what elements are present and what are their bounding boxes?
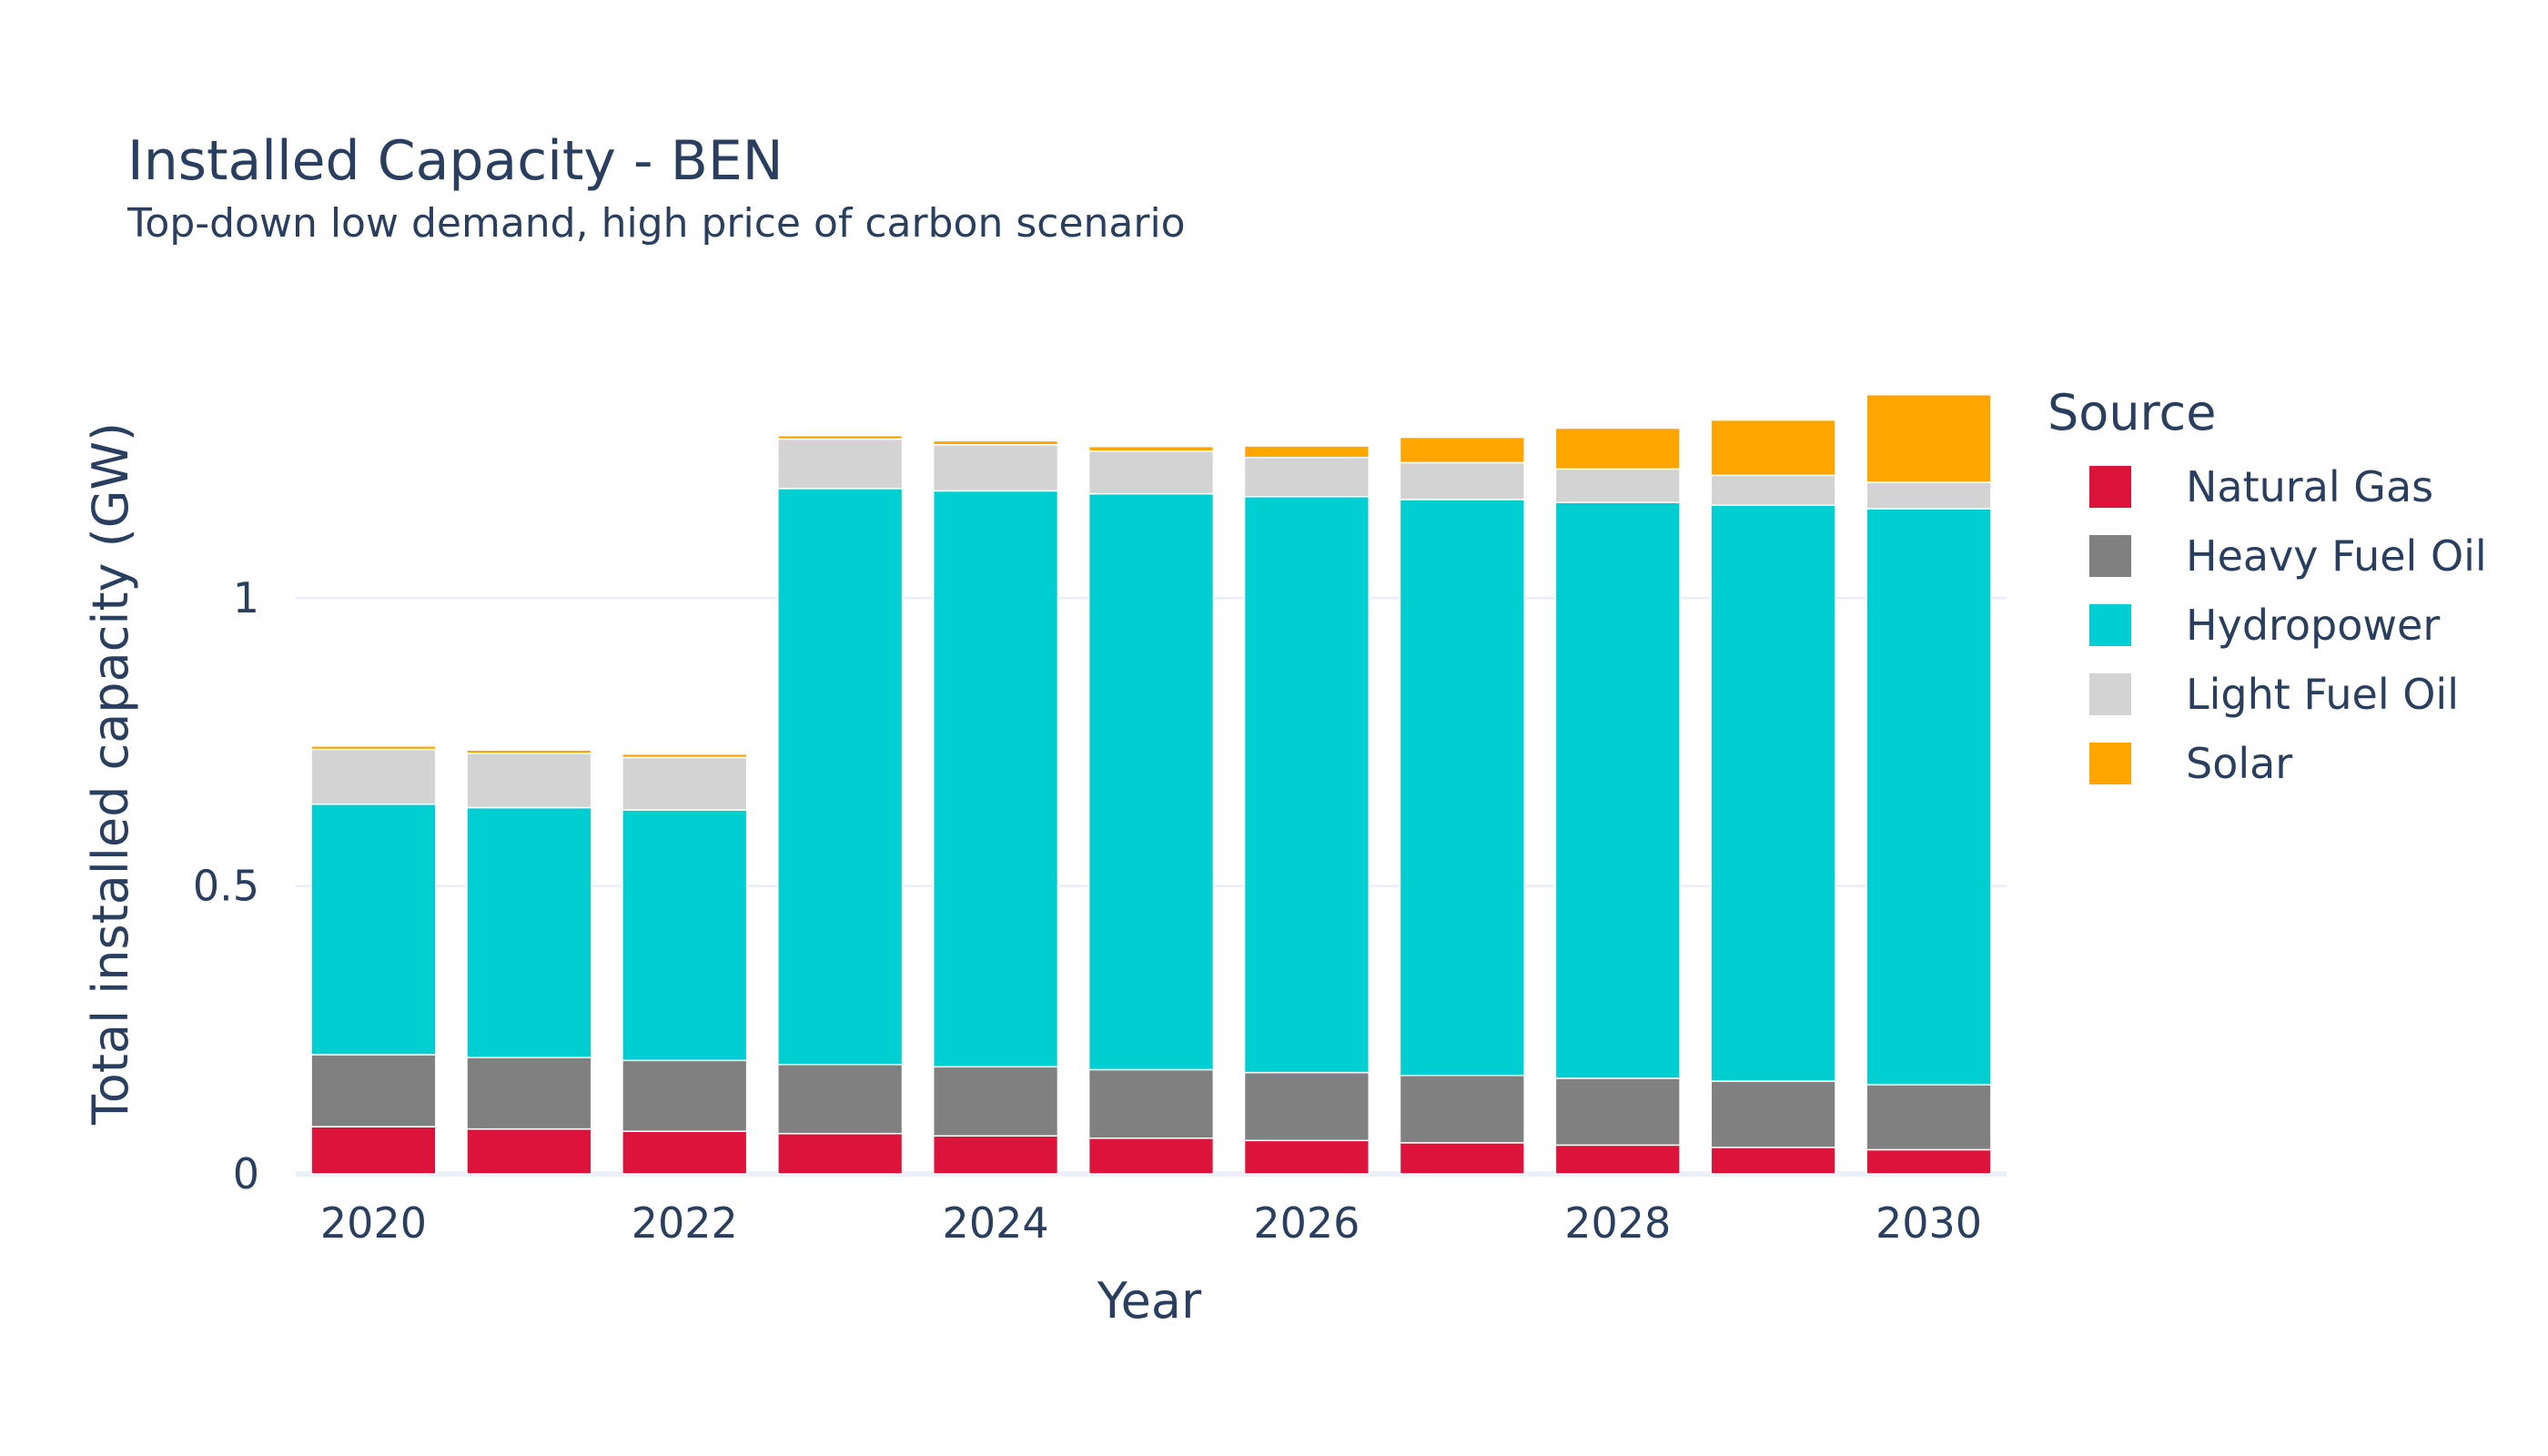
- bar-2021-hydropower[interactable]: [466, 806, 592, 1058]
- bar-2028-light-fuel-oil[interactable]: [1554, 468, 1681, 503]
- legend-swatch-hydropower: [2089, 604, 2131, 646]
- bar-2030-hydropower[interactable]: [1866, 508, 1992, 1086]
- x-axis-ticks: 2020 2022 2024 2026 2028 2030: [320, 1198, 1982, 1248]
- legend-swatch-light-fuel-oil: [2089, 673, 2131, 715]
- x-tick-label-2022: 2022: [632, 1198, 738, 1248]
- bar-2023-hydropower[interactable]: [777, 488, 904, 1066]
- legend-label-heavy-fuel-oil: Heavy Fuel Oil: [2186, 531, 2487, 581]
- bar-2030-natural-gas[interactable]: [1866, 1148, 1992, 1175]
- bar-2024-natural-gas[interactable]: [932, 1135, 1059, 1175]
- legend-swatch-natural-gas: [2089, 466, 2131, 508]
- bar-2020-hydropower[interactable]: [310, 803, 437, 1056]
- legend-label-hydropower: Hydropower: [2186, 601, 2440, 650]
- bar-2022-natural-gas[interactable]: [622, 1130, 748, 1175]
- bar-2024-light-fuel-oil[interactable]: [932, 444, 1059, 492]
- y-axis-title: Total installed capacity (GW): [82, 422, 139, 1126]
- bar-2023-solar[interactable]: [777, 434, 904, 440]
- x-axis-title: Year: [1097, 1272, 1202, 1330]
- bar-2027-light-fuel-oil[interactable]: [1399, 461, 1525, 500]
- bar-2025-solar[interactable]: [1087, 445, 1215, 452]
- chart-subtitle: Top-down low demand, high price of carbo…: [126, 200, 1186, 247]
- bar-2022-solar[interactable]: [622, 753, 748, 759]
- bar-2025-heavy-fuel-oil[interactable]: [1087, 1068, 1215, 1139]
- bar-2030-light-fuel-oil[interactable]: [1866, 481, 1992, 510]
- bar-2028-heavy-fuel-oil[interactable]: [1554, 1077, 1681, 1147]
- legend-swatch-solar: [2089, 743, 2131, 784]
- bar-2029-hydropower[interactable]: [1710, 504, 1836, 1082]
- bar-2026-hydropower[interactable]: [1243, 495, 1370, 1074]
- x-tick-label-2030: 2030: [1876, 1198, 1982, 1248]
- bar-2028-natural-gas[interactable]: [1554, 1144, 1681, 1175]
- bar-2021-light-fuel-oil[interactable]: [466, 753, 592, 809]
- bar-2023-heavy-fuel-oil[interactable]: [777, 1064, 904, 1135]
- bar-2024-solar[interactable]: [932, 440, 1059, 446]
- bar-2029-natural-gas[interactable]: [1710, 1147, 1836, 1175]
- bar-2025-hydropower[interactable]: [1087, 492, 1215, 1071]
- bar-2020-light-fuel-oil[interactable]: [310, 748, 437, 805]
- bar-2027-hydropower[interactable]: [1399, 499, 1525, 1077]
- bar-2021-natural-gas[interactable]: [466, 1127, 592, 1175]
- bar-2025-natural-gas[interactable]: [1087, 1138, 1215, 1175]
- bar-2025-light-fuel-oil[interactable]: [1087, 450, 1215, 495]
- bars[interactable]: [310, 393, 1992, 1175]
- y-tick-label-2: 1: [233, 573, 259, 622]
- legend-label-natural-gas: Natural Gas: [2186, 462, 2433, 511]
- legend-title: Source: [2048, 384, 2216, 441]
- x-tick-label-2028: 2028: [1564, 1198, 1671, 1248]
- chart-title: Installed Capacity - BEN: [127, 129, 784, 193]
- x-tick-label-2026: 2026: [1253, 1198, 1360, 1248]
- legend: Source Natural Gas Heavy Fuel Oil Hydropow…: [2048, 384, 2487, 788]
- bar-2027-heavy-fuel-oil[interactable]: [1399, 1075, 1525, 1144]
- x-tick-label-2020: 2020: [320, 1198, 427, 1248]
- bar-2023-natural-gas[interactable]: [777, 1132, 904, 1175]
- legend-label-solar: Solar: [2186, 739, 2292, 788]
- bar-2026-natural-gas[interactable]: [1243, 1139, 1370, 1175]
- bar-2020-solar[interactable]: [310, 745, 437, 751]
- bar-2024-hydropower[interactable]: [932, 490, 1059, 1068]
- bar-2021-solar[interactable]: [466, 749, 592, 754]
- bar-2027-solar[interactable]: [1399, 436, 1525, 464]
- bar-2022-hydropower[interactable]: [622, 809, 748, 1062]
- bar-2020-heavy-fuel-oil[interactable]: [310, 1054, 437, 1127]
- bar-2020-natural-gas[interactable]: [310, 1126, 437, 1175]
- bar-2026-light-fuel-oil[interactable]: [1243, 456, 1370, 498]
- y-tick-label-0: 0: [233, 1149, 259, 1198]
- bar-2029-solar[interactable]: [1710, 419, 1836, 477]
- bar-2021-heavy-fuel-oil[interactable]: [466, 1057, 592, 1130]
- bar-2022-light-fuel-oil[interactable]: [622, 756, 748, 811]
- bar-2022-heavy-fuel-oil[interactable]: [622, 1059, 748, 1132]
- legend-swatch-heavy-fuel-oil: [2089, 535, 2131, 577]
- bar-2024-heavy-fuel-oil[interactable]: [932, 1066, 1059, 1137]
- bar-2028-hydropower[interactable]: [1554, 501, 1681, 1079]
- bar-2029-heavy-fuel-oil[interactable]: [1710, 1080, 1836, 1148]
- bar-2026-heavy-fuel-oil[interactable]: [1243, 1071, 1370, 1142]
- bar-2023-light-fuel-oil[interactable]: [777, 438, 904, 490]
- bar-2026-solar[interactable]: [1243, 445, 1370, 459]
- bar-2027-natural-gas[interactable]: [1399, 1142, 1525, 1175]
- bar-2030-heavy-fuel-oil[interactable]: [1866, 1084, 1992, 1151]
- legend-label-light-fuel-oil: Light Fuel Oil: [2186, 670, 2459, 719]
- y-tick-label-1: 0.5: [193, 862, 259, 911]
- bar-2028-solar[interactable]: [1554, 427, 1681, 470]
- x-tick-label-2024: 2024: [943, 1198, 1049, 1248]
- bar-2029-light-fuel-oil[interactable]: [1710, 474, 1836, 506]
- bar-2030-solar[interactable]: [1866, 393, 1992, 483]
- y-axis-ticks: 00.51: [193, 573, 259, 1198]
